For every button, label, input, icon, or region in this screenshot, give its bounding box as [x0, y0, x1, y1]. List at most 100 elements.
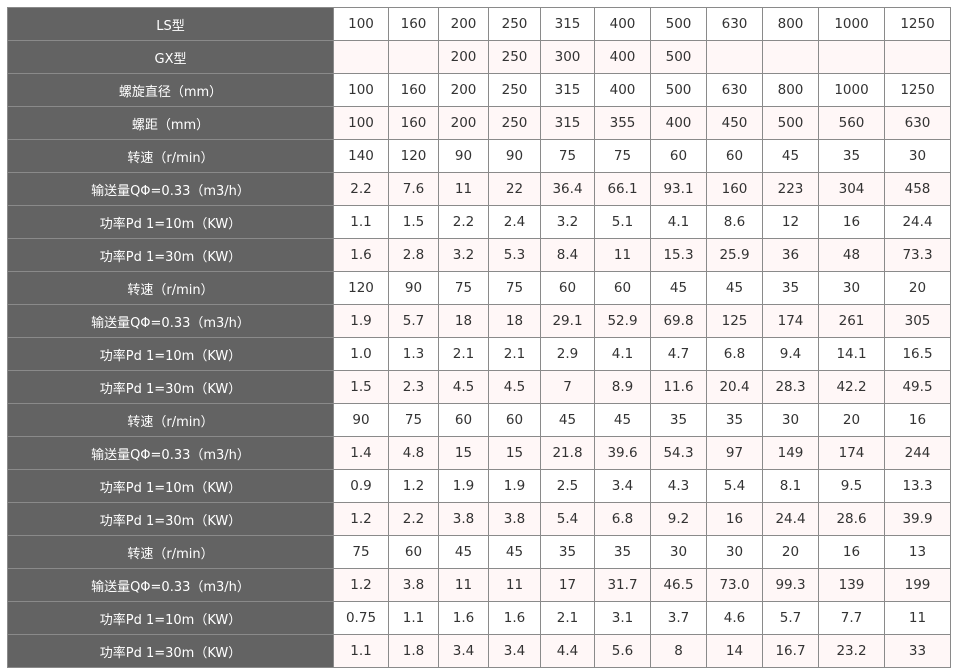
table-cell: 11 [438, 568, 489, 602]
table-cell: 36.4 [540, 172, 595, 206]
table-row: 功率Pd 1=10m（KW） 0.75 1.1 1.6 1.6 2.1 3.1 3.7 4.6 5… [7, 601, 951, 635]
table-cell: 3.8 [438, 502, 489, 536]
table-cell: 28.3 [762, 370, 819, 404]
row-header: 功率Pd 1=10m（KW） [7, 469, 334, 503]
table-cell: 223 [762, 172, 819, 206]
table-cell: 174 [818, 436, 885, 470]
table-cell: 500 [762, 106, 819, 140]
table-cell: 315 [540, 7, 595, 41]
table-cell: 13 [884, 535, 951, 569]
table-cell: 11 [438, 172, 489, 206]
table-cell: 17 [540, 568, 595, 602]
table-cell: 4.8 [388, 436, 439, 470]
table-cell [762, 40, 819, 74]
table-cell: 1.4 [333, 436, 389, 470]
table-cell: 4.4 [540, 634, 595, 668]
table-cell: 6.8 [594, 502, 651, 536]
table-row: 输送量QΦ=0.33（m3/h） 2.2 7.6 11 22 36.4 66.1 93.1 16… [7, 172, 951, 206]
table-row: 输送量QΦ=0.33（m3/h） 1.2 3.8 11 11 17 31.7 46.5 73.0… [7, 568, 951, 602]
table-cell: 6.8 [706, 337, 763, 371]
table-cell: 11 [594, 238, 651, 272]
table-cell: 315 [540, 73, 595, 107]
table-cell: 24.4 [762, 502, 819, 536]
table-cell: 75 [488, 271, 541, 305]
table-cell [388, 40, 439, 74]
table-cell: 42.2 [818, 370, 885, 404]
table-cell: 45 [762, 139, 819, 173]
table-cell: 315 [540, 106, 595, 140]
table-cell: 200 [438, 40, 489, 74]
table-cell: 5.6 [594, 634, 651, 668]
table-cell: 20.4 [706, 370, 763, 404]
table-cell: 5.4 [540, 502, 595, 536]
row-header: 功率Pd 1=30m（KW） [7, 370, 334, 404]
table-cell: 11 [884, 601, 951, 635]
table-row: 功率Pd 1=30m（KW） 1.1 1.8 3.4 3.4 4.4 5.6 8 14 16.7 2… [7, 634, 951, 668]
table-cell [333, 40, 389, 74]
table-row: GX型 200 250 300 400 500 [7, 40, 951, 74]
row-header: LS型 [7, 7, 334, 41]
table-cell: 100 [333, 7, 389, 41]
table-cell: 9.2 [650, 502, 707, 536]
table-cell: 60 [540, 271, 595, 305]
table-cell: 8.9 [594, 370, 651, 404]
table-cell: 2.4 [488, 205, 541, 239]
table-row: 螺距（mm） 100 160 200 250 315 355 400 450 500 560 630 [7, 106, 951, 140]
table-cell: 25.9 [706, 238, 763, 272]
table-cell: 75 [594, 139, 651, 173]
table-cell: 250 [488, 73, 541, 107]
table-cell: 1250 [884, 73, 951, 107]
table-cell: 4.1 [594, 337, 651, 371]
table-cell: 261 [818, 304, 885, 338]
table-cell: 12 [762, 205, 819, 239]
table-cell: 9.4 [762, 337, 819, 371]
table-cell: 120 [333, 271, 389, 305]
table-cell: 21.8 [540, 436, 595, 470]
table-cell: 1.1 [388, 601, 439, 635]
table-cell: 30 [884, 139, 951, 173]
row-header: 螺旋直径（mm） [7, 73, 334, 107]
table-cell: 450 [706, 106, 763, 140]
table-cell: 500 [650, 73, 707, 107]
table-cell: 90 [333, 403, 389, 437]
table-cell: 3.8 [388, 568, 439, 602]
row-header: 功率Pd 1=30m（KW） [7, 502, 334, 536]
table-cell: 1.6 [488, 601, 541, 635]
table-cell: 100 [333, 106, 389, 140]
row-header: 螺距（mm） [7, 106, 334, 140]
table-row: 功率Pd 1=10m（KW） 1.1 1.5 2.2 2.4 3.2 5.1 4.1 8.6 12… [7, 205, 951, 239]
table-cell: 199 [884, 568, 951, 602]
table-cell: 11.6 [650, 370, 707, 404]
table-cell: 3.1 [594, 601, 651, 635]
table-cell: 400 [594, 7, 651, 41]
table-cell: 500 [650, 40, 707, 74]
table-cell: 1.3 [388, 337, 439, 371]
table-cell [818, 40, 885, 74]
table-cell: 99.3 [762, 568, 819, 602]
row-header: 功率Pd 1=10m（KW） [7, 205, 334, 239]
table-cell: 3.2 [540, 205, 595, 239]
table-cell: 3.8 [488, 502, 541, 536]
table-cell: 14.1 [818, 337, 885, 371]
table-cell: 2.2 [438, 205, 489, 239]
table-cell: 75 [438, 271, 489, 305]
row-header: GX型 [7, 40, 334, 74]
table-cell: 4.5 [488, 370, 541, 404]
table-cell: 54.3 [650, 436, 707, 470]
table-cell: 4.6 [706, 601, 763, 635]
table-cell: 1250 [884, 7, 951, 41]
table-cell: 1.1 [333, 205, 389, 239]
table-cell: 8 [650, 634, 707, 668]
table-cell: 8.1 [762, 469, 819, 503]
table-cell: 48 [818, 238, 885, 272]
table-cell: 66.1 [594, 172, 651, 206]
table-cell: 5.3 [488, 238, 541, 272]
table-cell: 22 [488, 172, 541, 206]
table-cell: 35 [540, 535, 595, 569]
table-cell: 7 [540, 370, 595, 404]
table-cell: 60 [706, 139, 763, 173]
table-cell: 60 [388, 535, 439, 569]
table-cell: 174 [762, 304, 819, 338]
table-cell: 250 [488, 7, 541, 41]
table-cell: 400 [594, 40, 651, 74]
